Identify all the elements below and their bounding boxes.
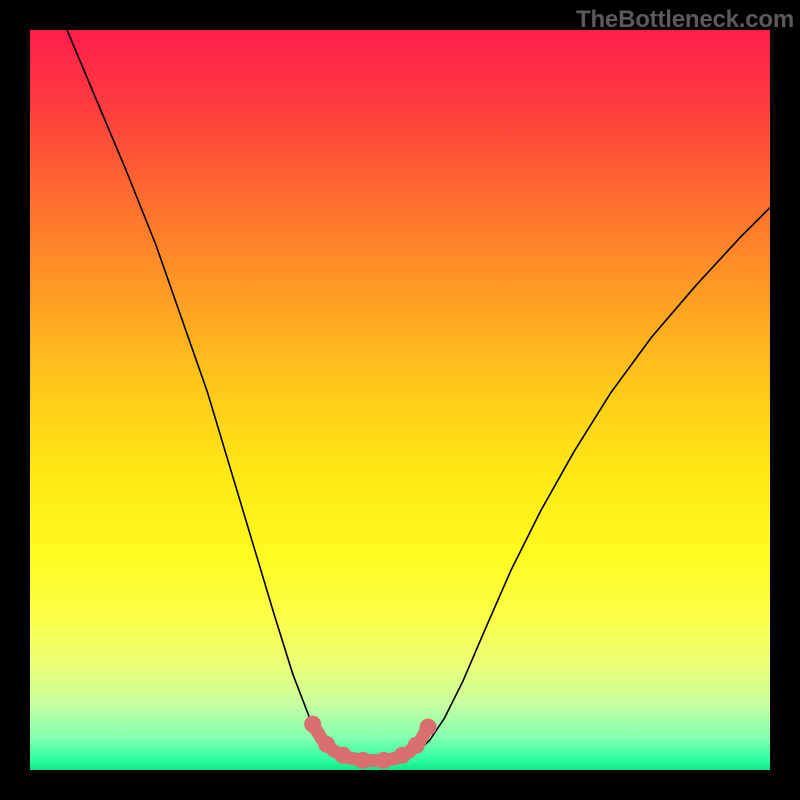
plot-svg (30, 30, 770, 770)
highlight-marker (420, 719, 437, 736)
highlight-marker (408, 737, 425, 754)
outer-frame: TheBottleneck.com (0, 0, 800, 800)
chart-background (30, 30, 770, 770)
attribution-label: TheBottleneck.com (576, 6, 794, 34)
highlight-marker (335, 747, 352, 764)
highlight-marker (318, 736, 335, 753)
highlight-marker (394, 747, 411, 764)
highlight-marker (304, 716, 321, 733)
highlight-marker (375, 752, 392, 769)
highlight-marker (355, 752, 372, 769)
